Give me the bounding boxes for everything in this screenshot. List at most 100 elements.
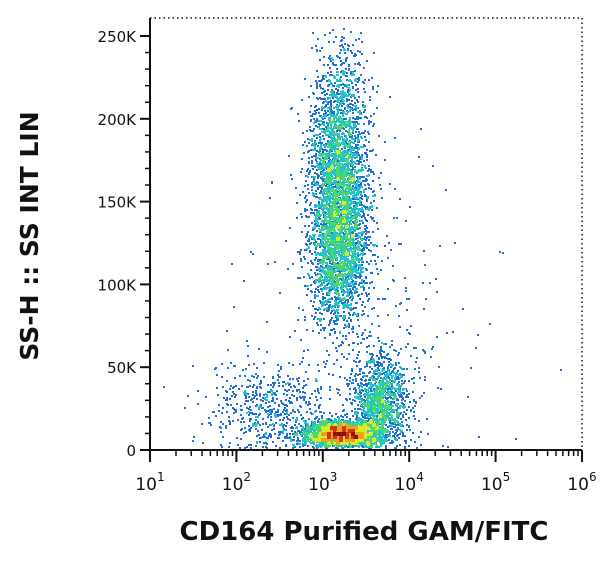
- event-point: [324, 214, 326, 216]
- event-point: [403, 374, 405, 376]
- event-point: [315, 204, 317, 206]
- event-point: [314, 272, 316, 274]
- event-point: [346, 265, 348, 267]
- event-point: [406, 429, 408, 431]
- event-point: [352, 175, 354, 177]
- event-point: [352, 86, 354, 88]
- event-point: [258, 434, 260, 436]
- event-point: [348, 163, 350, 165]
- event-point: [313, 178, 315, 180]
- event-point: [290, 440, 292, 442]
- event-point: [252, 394, 254, 396]
- event-point: [316, 181, 318, 183]
- event-point: [325, 145, 327, 147]
- event-point: [390, 363, 392, 365]
- event-point: [293, 395, 295, 397]
- event-point: [413, 347, 415, 349]
- event-point: [306, 199, 308, 201]
- event-point: [240, 414, 242, 416]
- event-point: [334, 300, 336, 302]
- event-point: [340, 214, 342, 216]
- event-point: [316, 269, 318, 271]
- event-point: [328, 186, 330, 188]
- event-point: [314, 120, 316, 122]
- event-point: [364, 91, 366, 93]
- event-point: [414, 405, 416, 407]
- event-point: [325, 280, 327, 282]
- event-point: [350, 50, 352, 52]
- event-point: [354, 261, 356, 263]
- event-point: [515, 438, 517, 440]
- event-point: [320, 397, 322, 399]
- event-point: [359, 389, 361, 391]
- event-point: [377, 369, 379, 371]
- event-point: [163, 386, 165, 388]
- event-point: [340, 76, 342, 78]
- event-point: [320, 329, 322, 331]
- event-point: [339, 255, 341, 257]
- event-point: [307, 262, 309, 264]
- event-point: [299, 253, 301, 255]
- event-point: [352, 132, 354, 134]
- event-point: [402, 435, 404, 437]
- event-point: [274, 433, 276, 435]
- event-point: [368, 263, 370, 265]
- event-point: [266, 410, 268, 412]
- event-point: [411, 378, 413, 380]
- event-point: [253, 363, 255, 365]
- event-point: [267, 263, 269, 265]
- event-point: [408, 380, 410, 382]
- event-point: [360, 404, 362, 406]
- event-point: [328, 41, 330, 43]
- event-point: [304, 197, 306, 199]
- event-point: [349, 154, 351, 156]
- event-point: [333, 328, 335, 330]
- event-point: [341, 44, 343, 46]
- event-point: [380, 355, 382, 357]
- event-point: [349, 388, 351, 390]
- event-point: [350, 373, 352, 375]
- event-point: [361, 314, 363, 316]
- event-point: [277, 415, 279, 417]
- event-point: [452, 331, 454, 333]
- event-point: [373, 362, 375, 364]
- event-point: [353, 360, 355, 362]
- event-point: [334, 323, 336, 325]
- event-point: [393, 435, 395, 437]
- event-point: [302, 445, 304, 447]
- event-point: [315, 281, 317, 283]
- event-point: [347, 301, 349, 303]
- event-point: [357, 212, 359, 214]
- event-point: [366, 346, 368, 348]
- event-point: [356, 183, 358, 185]
- event-point: [386, 235, 388, 237]
- event-point: [320, 159, 322, 161]
- event-point: [314, 411, 316, 413]
- event-point: [316, 322, 318, 324]
- event-point: [319, 285, 321, 287]
- event-point: [361, 41, 363, 43]
- event-point: [331, 263, 333, 265]
- event-point: [348, 69, 350, 71]
- event-point: [319, 215, 321, 217]
- event-point: [400, 348, 402, 350]
- event-point: [398, 374, 400, 376]
- event-point: [345, 130, 347, 132]
- event-point: [361, 264, 363, 266]
- event-point: [376, 445, 378, 447]
- event-point: [292, 417, 294, 419]
- event-point: [263, 362, 265, 364]
- event-point: [298, 423, 300, 425]
- event-point: [332, 62, 334, 64]
- event-point: [309, 397, 311, 399]
- event-point: [322, 151, 324, 153]
- event-point: [321, 301, 323, 303]
- event-point: [371, 386, 373, 388]
- event-point: [370, 399, 372, 401]
- event-point: [278, 431, 280, 433]
- event-point: [404, 446, 406, 448]
- event-point: [364, 109, 366, 111]
- event-point: [347, 84, 349, 86]
- event-point: [340, 257, 342, 259]
- event-point: [278, 437, 280, 439]
